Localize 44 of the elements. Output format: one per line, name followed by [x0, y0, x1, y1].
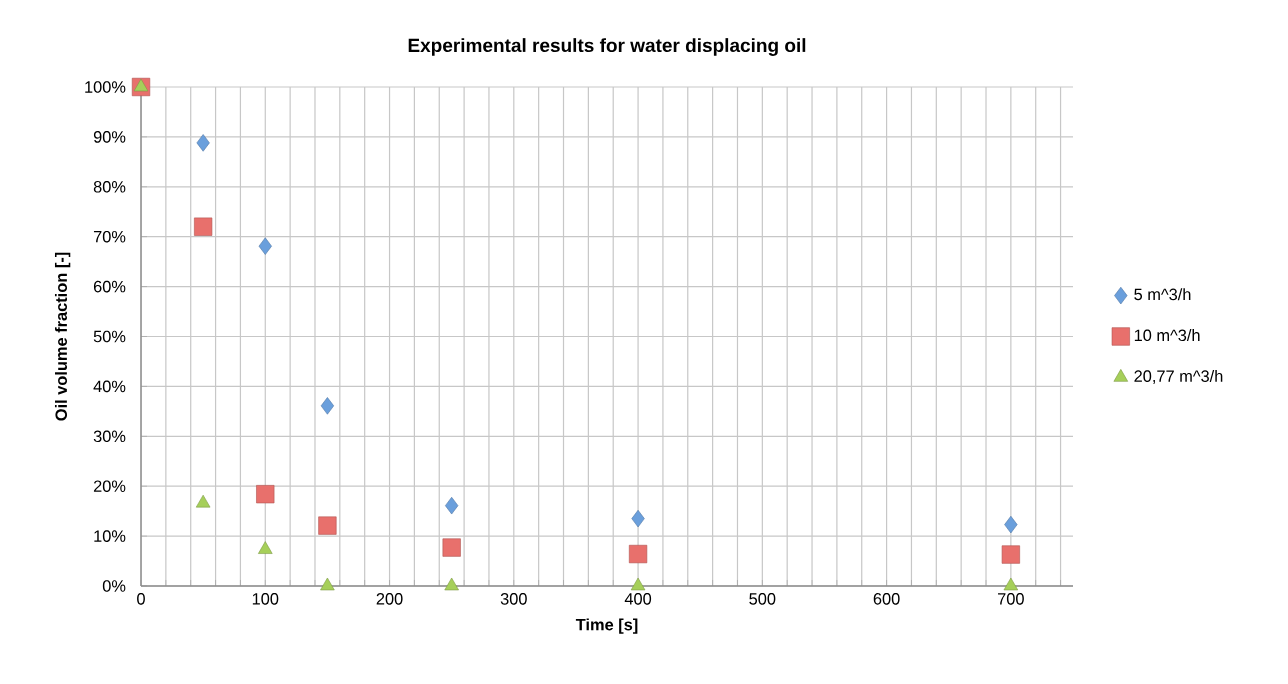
- y-tick-label: 80%: [93, 180, 126, 193]
- point: [1003, 577, 1019, 591]
- legend-label: 10 m^3/h: [1134, 329, 1200, 342]
- y-tick-label: 70%: [93, 230, 126, 243]
- x-tick-label: 700: [998, 593, 1024, 605]
- point: [445, 496, 459, 515]
- point: [444, 577, 459, 591]
- x-tick-label: 100: [252, 593, 279, 605]
- point: [258, 541, 273, 554]
- point: [258, 237, 272, 255]
- x-tick-label: 0: [137, 593, 145, 605]
- point: [194, 217, 213, 236]
- legend-label: 5 m^3/h: [1134, 288, 1191, 301]
- point: [320, 577, 335, 591]
- y-tick-label: 20%: [93, 480, 126, 492]
- y-tick-label: 60%: [93, 280, 126, 293]
- point: [320, 397, 335, 415]
- x-tick-label: 400: [624, 593, 652, 605]
- point: [196, 134, 210, 152]
- point: [631, 509, 645, 528]
- x-tick-label: 500: [749, 593, 776, 605]
- point: [1001, 545, 1020, 564]
- point: [195, 494, 211, 508]
- point: [256, 485, 275, 504]
- legend-label: 20,77 m^3/h: [1134, 369, 1223, 384]
- x-tick-label: 200: [376, 593, 403, 605]
- point: [318, 516, 337, 535]
- y-tick-label: 90%: [93, 131, 126, 143]
- y-tick-label: 30%: [93, 430, 126, 443]
- y-tick-label: 50%: [93, 330, 126, 343]
- y-tick-label: 0%: [102, 580, 126, 592]
- x-axis-title: Time [s]: [575, 618, 638, 634]
- y-axis-title: Oil volume fraction [-]: [54, 252, 71, 421]
- y-tick-label: 10%: [94, 530, 126, 542]
- x-tick-label: 300: [500, 593, 527, 605]
- point: [630, 577, 646, 591]
- y-tick-label: 100%: [85, 81, 126, 93]
- point: [133, 78, 149, 92]
- point: [1004, 515, 1018, 534]
- point: [442, 538, 461, 557]
- chart-title: Experimental results for water displacing oil: [408, 38, 806, 56]
- y-tick-label: 40%: [93, 380, 126, 393]
- x-tick-label: 600: [873, 593, 900, 605]
- point: [628, 544, 648, 564]
